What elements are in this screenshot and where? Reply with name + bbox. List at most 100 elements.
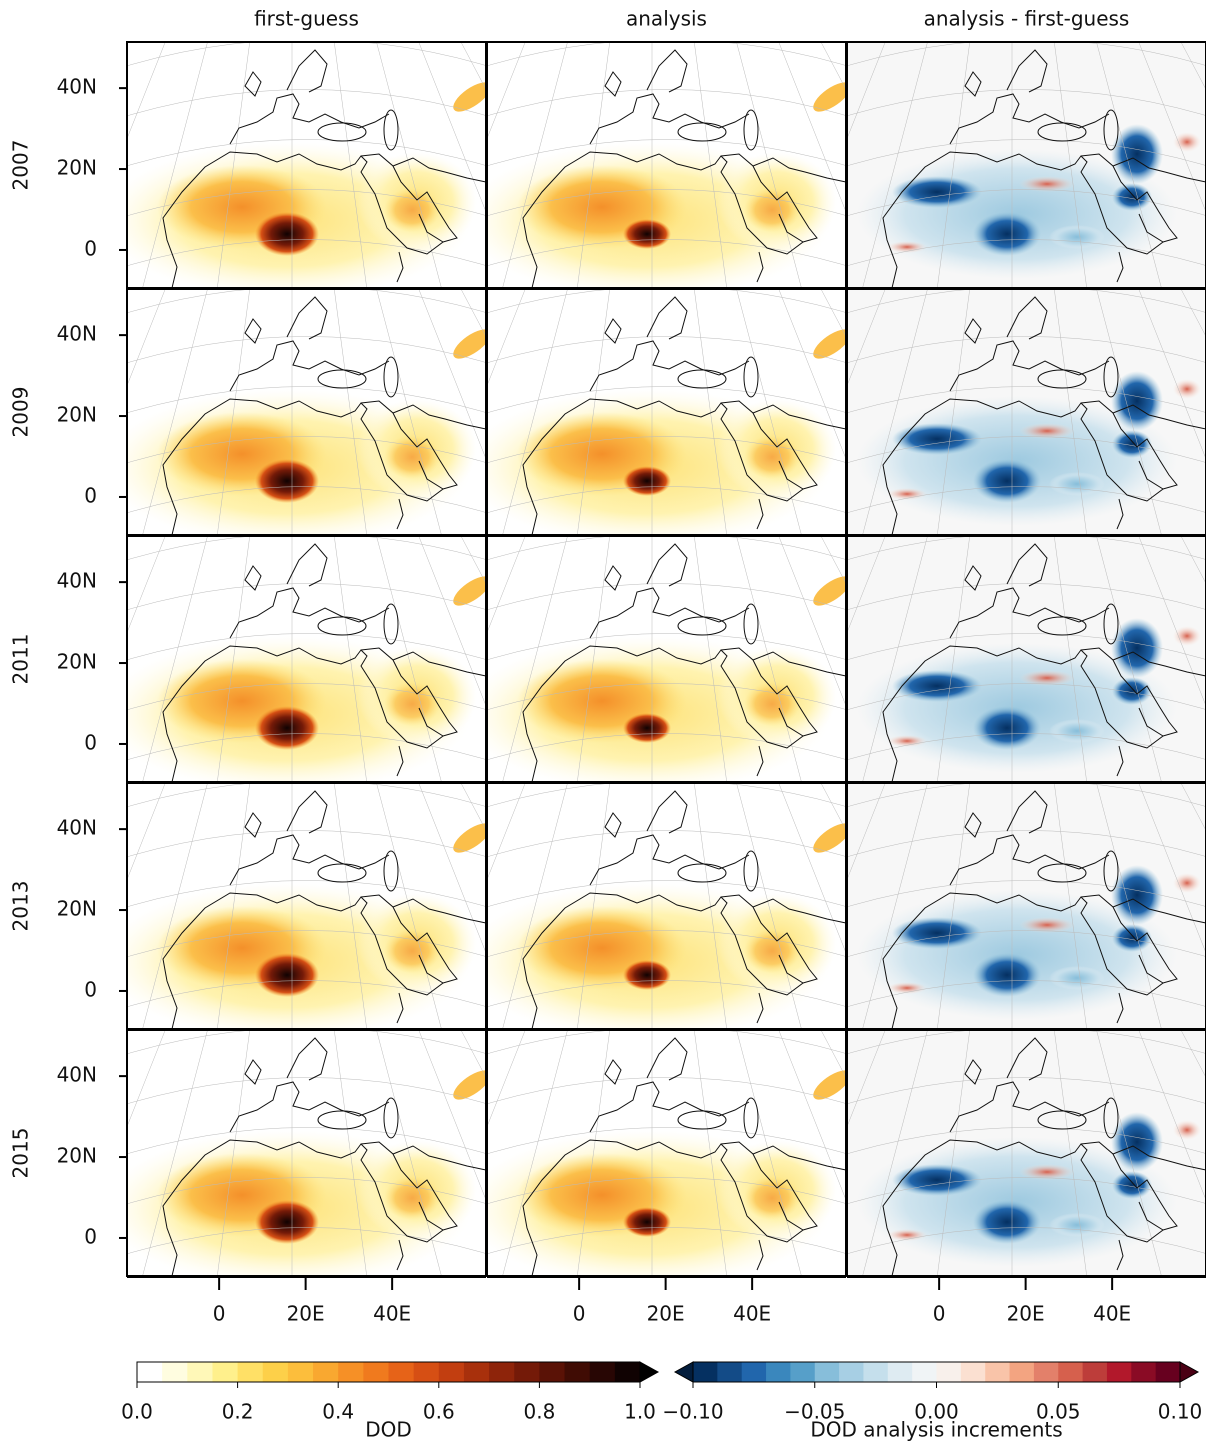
graticule — [487, 633, 846, 661]
graticule — [127, 536, 486, 561]
dust-field — [255, 212, 319, 256]
column-title: analysis - first-guess — [924, 7, 1130, 31]
increment-field — [1049, 472, 1105, 496]
increment-field — [1112, 924, 1152, 952]
graticule — [487, 436, 846, 464]
increment-field — [1111, 618, 1163, 678]
graticule — [847, 42, 1206, 67]
graticule — [127, 336, 486, 364]
colorbar-bin — [1155, 1362, 1181, 1382]
colorbar-tick-label: 0.0 — [121, 1400, 153, 1424]
y-tick-label: 0 — [84, 1224, 97, 1248]
increment-field — [973, 212, 1041, 256]
graticule — [847, 189, 1206, 217]
colorbar-bin — [863, 1362, 889, 1382]
graticule — [847, 336, 1206, 364]
colorbar-tick-label: −0.05 — [784, 1400, 845, 1424]
map-panel — [487, 1030, 846, 1276]
colorbar-bin — [438, 1362, 465, 1382]
dust-plume — [813, 329, 846, 359]
colorbar-extend — [673, 1361, 694, 1383]
y-tick-label: 40N — [57, 569, 97, 593]
colorbar-tick-label: 0.6 — [423, 1400, 455, 1424]
graticule — [333, 536, 367, 782]
graticule — [127, 783, 486, 808]
graticule — [1053, 289, 1087, 535]
x-tick-label: 0 — [213, 1302, 226, 1326]
graticule — [376, 783, 442, 1029]
colorbar-bin — [741, 1362, 767, 1382]
graticule — [1096, 1030, 1162, 1276]
colorbar-bin — [413, 1362, 440, 1382]
colorbar-bin — [766, 1362, 791, 1382]
graticule — [502, 42, 568, 288]
dust-plume — [453, 329, 486, 359]
graticule — [937, 783, 971, 1029]
graticule — [487, 930, 846, 958]
graticule — [693, 1030, 727, 1276]
dust-field — [384, 1176, 440, 1220]
graticule — [333, 1030, 367, 1276]
graticule — [487, 289, 846, 314]
graticule — [376, 1030, 442, 1276]
colorbar-tick-label: 0.00 — [914, 1400, 959, 1424]
graticule — [127, 1227, 486, 1255]
graticule — [333, 289, 367, 535]
dust-field — [384, 188, 440, 232]
increment-field — [1019, 917, 1075, 933]
colorbar-frame — [136, 1361, 641, 1383]
colorbar-label: DOD — [365, 1418, 412, 1442]
increment-field — [887, 1229, 927, 1241]
graticule — [142, 289, 208, 535]
graticule — [487, 683, 846, 711]
colorbar-tick-label: 0.2 — [222, 1400, 254, 1424]
graticule — [487, 1077, 846, 1105]
dust-field — [384, 929, 440, 973]
colorbar-bin — [985, 1362, 1011, 1382]
graticule — [693, 783, 727, 1029]
increment-field — [1019, 423, 1075, 439]
graticule — [1053, 783, 1087, 1029]
graticule — [577, 289, 611, 535]
graticule — [937, 536, 971, 782]
graticule — [127, 683, 486, 711]
graticule — [487, 583, 846, 611]
graticule — [937, 42, 971, 288]
colorbar-tick-label: 0.10 — [1158, 1400, 1203, 1424]
y-tick-label: 20N — [57, 156, 97, 180]
graticule — [577, 1030, 611, 1276]
increment-field — [1173, 1120, 1201, 1140]
x-tick-label: 40E — [1093, 1302, 1131, 1326]
colorbar-tick-label: 0.8 — [523, 1400, 555, 1424]
x-tick-label: 40E — [373, 1302, 411, 1326]
colorbar-bin — [1009, 1362, 1035, 1382]
row-label: 2009 — [9, 387, 33, 438]
y-tick-label: 40N — [57, 75, 97, 99]
increment-field — [1173, 132, 1201, 152]
dust-field — [744, 682, 800, 726]
increment-field — [1049, 966, 1105, 990]
graticule — [127, 289, 486, 314]
dust-plume — [813, 576, 846, 606]
dust-field — [255, 459, 319, 503]
map-panel — [487, 536, 846, 782]
graticule — [1096, 783, 1162, 1029]
graticule — [487, 1177, 846, 1205]
row-label: 2011 — [9, 634, 33, 685]
dust-field — [623, 713, 671, 743]
graticule — [693, 42, 727, 288]
graticule — [502, 783, 568, 1029]
graticule — [487, 139, 846, 167]
x-tick-label: 0 — [933, 1302, 946, 1326]
dust-field — [744, 435, 800, 479]
map-panel — [127, 783, 486, 1029]
y-tick-label: 40N — [57, 1063, 97, 1087]
graticule — [847, 930, 1206, 958]
colorbar-label: DOD analysis increments — [810, 1418, 1062, 1442]
map-panel — [127, 289, 486, 535]
colorbar-bin — [287, 1362, 314, 1382]
increment-field — [1049, 225, 1105, 249]
colorbar-bin — [1106, 1362, 1132, 1382]
graticule — [487, 1227, 846, 1255]
